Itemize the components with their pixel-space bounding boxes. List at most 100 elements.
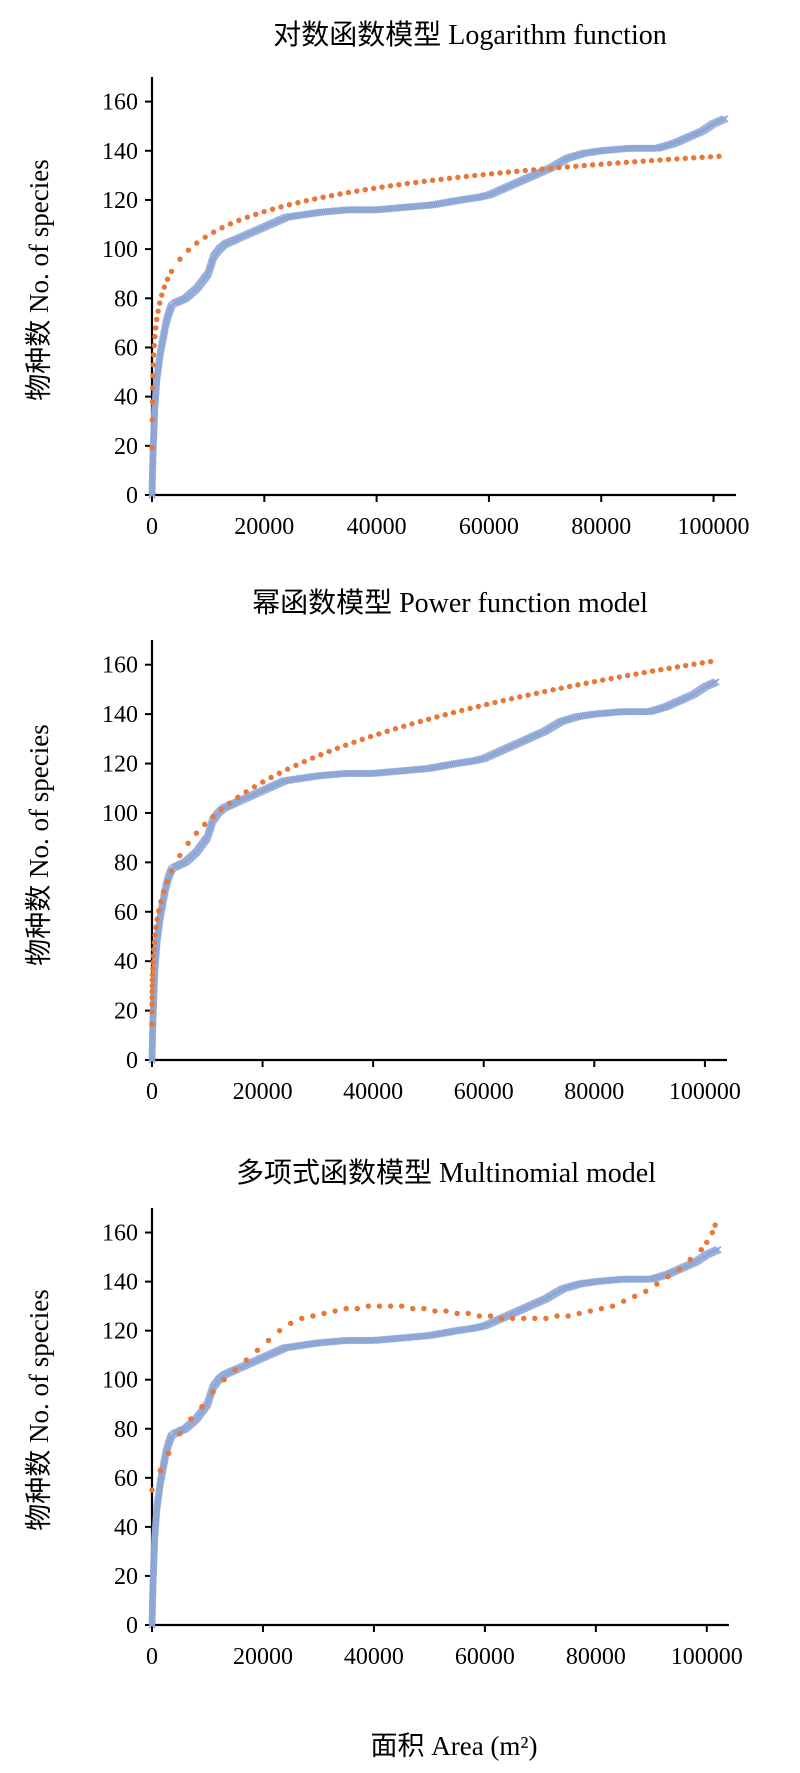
fitted-point bbox=[293, 762, 299, 769]
fitted-point bbox=[219, 225, 225, 231]
fitted-point bbox=[151, 342, 157, 349]
fitted-point bbox=[498, 1315, 505, 1322]
fitted-point bbox=[226, 800, 233, 806]
fitted-point bbox=[616, 674, 623, 680]
fitted-point bbox=[450, 709, 457, 716]
x-tick-label: 100000 bbox=[671, 1644, 743, 1670]
y-axis-label: 物种数 No. of species bbox=[24, 1289, 54, 1530]
y-tick-label: 100 bbox=[102, 1368, 138, 1394]
shared-x-axis-label: 面积 Area (m²) bbox=[370, 1731, 537, 1761]
fitted-point bbox=[615, 160, 621, 166]
fitted-point bbox=[151, 946, 157, 953]
fitted-point bbox=[149, 971, 156, 978]
fitted-point bbox=[367, 733, 374, 740]
fitted-point bbox=[398, 1303, 405, 1309]
fitted-point bbox=[199, 1403, 205, 1410]
fitted-point bbox=[573, 163, 579, 169]
y-tick-label: 40 bbox=[114, 949, 138, 975]
fitted-point bbox=[351, 739, 357, 745]
fitted-point bbox=[311, 196, 318, 202]
fitted-point bbox=[276, 1327, 283, 1334]
fitted-point bbox=[149, 444, 155, 451]
fitted-point bbox=[475, 703, 482, 710]
fitted-point bbox=[707, 658, 714, 665]
fitted-point bbox=[691, 155, 697, 161]
fitted-point bbox=[598, 1305, 605, 1312]
fitted-point bbox=[150, 373, 156, 379]
fitted-point bbox=[392, 726, 399, 732]
x-tick-label: 80000 bbox=[571, 514, 631, 540]
fitted-point bbox=[459, 707, 465, 714]
fitted-point bbox=[620, 1298, 627, 1304]
fitted-point bbox=[210, 229, 217, 235]
y-tick-label: 160 bbox=[102, 90, 138, 116]
fitted-point bbox=[284, 766, 291, 772]
y-tick-label: 40 bbox=[114, 385, 138, 411]
y-axis-label: 物种数 No. of species bbox=[24, 724, 54, 965]
fitted-point bbox=[488, 171, 495, 177]
fitted-point bbox=[149, 417, 155, 423]
fitted-point bbox=[716, 153, 722, 159]
fitted-point bbox=[288, 1320, 294, 1326]
fitted-point bbox=[682, 155, 689, 162]
chart-panel-2: 幂函数模型 Power function model 物种数 No. of spe… bbox=[24, 587, 741, 1105]
y-tick-label: 140 bbox=[102, 702, 138, 728]
fitted-point bbox=[194, 240, 200, 246]
chart-panels: 对数函数模型 Logarithm function 物种数 No. of spec… bbox=[24, 19, 750, 1670]
fitted-point bbox=[334, 745, 341, 751]
fitted-point bbox=[362, 186, 368, 193]
fitted-point bbox=[164, 879, 170, 885]
fitted-point bbox=[260, 779, 266, 785]
fitted-point bbox=[310, 1313, 316, 1319]
observed-series bbox=[148, 115, 729, 499]
fitted-point bbox=[168, 868, 175, 874]
fitted-point bbox=[193, 830, 200, 836]
fitted-point bbox=[476, 1313, 483, 1319]
fitted-point bbox=[177, 256, 183, 262]
fitted-point bbox=[623, 159, 630, 166]
fitted-point bbox=[583, 680, 589, 686]
fitted-point bbox=[432, 1308, 438, 1314]
y-tick-label: 80 bbox=[114, 1417, 138, 1443]
fitted-point bbox=[542, 688, 548, 695]
fitted-point bbox=[404, 180, 411, 187]
fitted-point bbox=[509, 1315, 516, 1322]
x-tick-label: 0 bbox=[146, 1079, 158, 1105]
fitted-point bbox=[421, 1305, 427, 1312]
fitted-point bbox=[232, 1367, 238, 1373]
fitted-point bbox=[158, 898, 164, 905]
fitted-point bbox=[401, 723, 407, 729]
fitted-point bbox=[384, 728, 390, 734]
fitted-point bbox=[631, 1293, 638, 1300]
x-tick-label: 80000 bbox=[566, 1644, 626, 1670]
x-tick-label: 100000 bbox=[669, 1079, 741, 1105]
fitted-point bbox=[150, 362, 156, 368]
fitted-point bbox=[149, 977, 156, 983]
fitted-point bbox=[359, 736, 365, 743]
fitted-point bbox=[154, 316, 160, 323]
fitted-point bbox=[633, 671, 639, 677]
fitted-point bbox=[699, 154, 705, 160]
fitted-point bbox=[152, 333, 158, 340]
fitted-point bbox=[522, 167, 528, 174]
y-axis-label: 物种数 No. of species bbox=[24, 159, 54, 400]
fitted-point bbox=[683, 662, 689, 669]
chart-title: 多项式函数模型 Multinomial model bbox=[236, 1157, 656, 1189]
y-tick-label: 80 bbox=[114, 850, 138, 876]
fitted-point bbox=[492, 699, 498, 706]
fitted-point bbox=[410, 1305, 416, 1312]
fitted-point bbox=[709, 1229, 716, 1236]
fitted-point bbox=[326, 748, 332, 755]
fitted-point bbox=[674, 156, 680, 162]
x-tick-label: 0 bbox=[146, 1644, 158, 1670]
fitted-point bbox=[532, 1315, 538, 1322]
fitted-point bbox=[472, 172, 478, 179]
fitted-point bbox=[303, 198, 309, 204]
fitted-point bbox=[149, 385, 156, 391]
fitted-point bbox=[152, 932, 158, 938]
fitted-point bbox=[177, 852, 183, 859]
observed-series bbox=[148, 678, 720, 1064]
fitted-point bbox=[421, 178, 427, 185]
fitted-point bbox=[365, 1303, 372, 1309]
x-tick-label: 40000 bbox=[347, 514, 407, 540]
